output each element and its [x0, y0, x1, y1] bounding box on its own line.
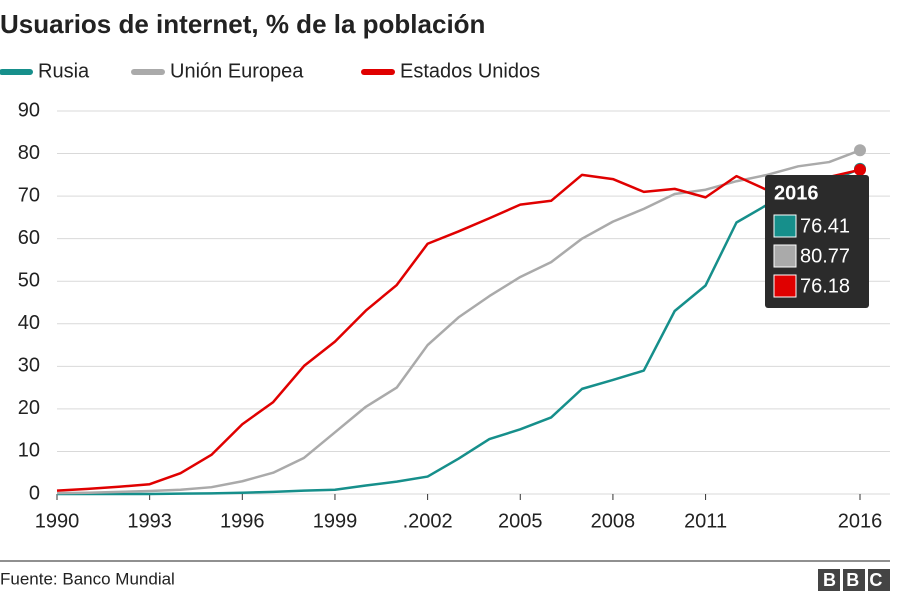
tooltip-value: 76.18 — [800, 275, 850, 297]
end-dot — [854, 144, 866, 157]
x-tick-label: 2011 — [684, 510, 727, 532]
x-tick-label: .2002 — [403, 510, 453, 532]
logo-box — [818, 569, 840, 591]
x-tick-label: 2016 — [838, 510, 883, 532]
legend-label: Rusia — [38, 60, 90, 82]
legend-label: Unión Europea — [170, 60, 304, 82]
logo: BBC — [818, 569, 893, 591]
y-tick-label: 40 — [18, 312, 40, 334]
logo-box — [843, 569, 865, 591]
y-tick-label: 20 — [18, 397, 40, 419]
y-tick-label: 30 — [18, 355, 40, 377]
series-line — [56, 168, 861, 492]
x-tick-label: 1990 — [35, 510, 80, 532]
legend-label: Estados Unidos — [400, 60, 540, 82]
x-tick-label: 1993 — [127, 510, 172, 532]
tooltip-title: 2016 — [774, 182, 819, 204]
x-tick-label: 2008 — [591, 510, 636, 532]
logo-box — [868, 569, 890, 591]
series-line — [57, 167, 861, 496]
y-tick-label: 90 — [18, 99, 40, 121]
y-tick-label: 10 — [18, 440, 40, 462]
tooltip-swatch — [773, 274, 797, 298]
source: Fuente: Banco Mundial — [0, 569, 175, 588]
tooltip-swatch — [773, 244, 797, 268]
x-tick-label: 1999 — [313, 510, 358, 532]
series-line — [56, 149, 861, 495]
y-tick-label: 0 — [29, 482, 40, 504]
x-tick-label: 1996 — [220, 510, 265, 532]
chart-title: Usuarios de internet, % de la población — [0, 9, 485, 39]
logo-text: BBC — [823, 570, 893, 590]
y-tick-label: 70 — [18, 184, 40, 206]
tooltip-swatch — [773, 214, 797, 238]
tooltip-value: 76.41 — [800, 215, 850, 237]
y-tick-label: 80 — [18, 142, 40, 164]
y-tick-label: 50 — [18, 270, 40, 292]
tooltip-value: 80.77 — [800, 245, 850, 267]
x-tick-label: 2005 — [498, 510, 543, 532]
tooltip: 2016 76.41 80.77 76.18 — [765, 175, 869, 308]
end-dot — [854, 163, 866, 176]
y-tick-label: 60 — [18, 227, 40, 249]
